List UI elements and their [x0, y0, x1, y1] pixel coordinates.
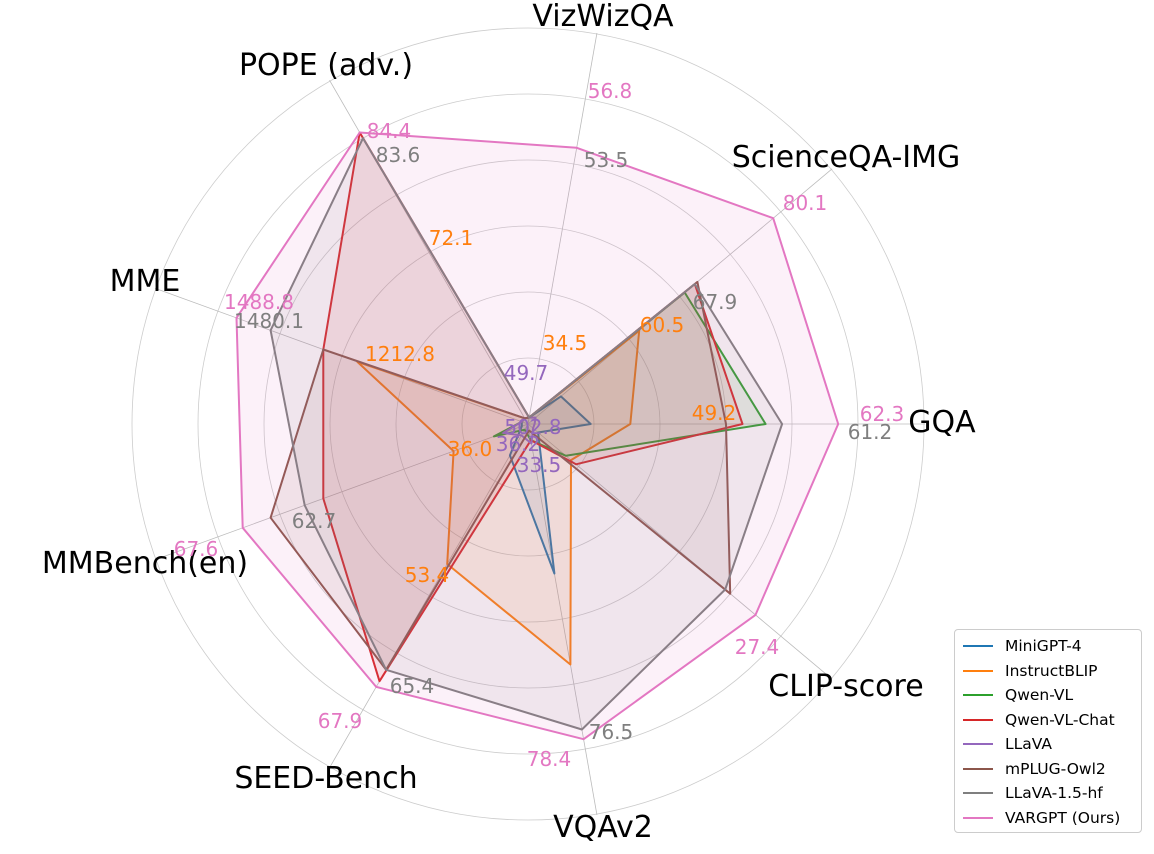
axis-label-scienceqa-img: ScienceQA-IMG	[732, 140, 961, 175]
legend-swatch	[963, 694, 993, 697]
value-label: 62.7	[292, 509, 337, 533]
value-label: 65.4	[390, 674, 435, 698]
value-label: 1488.8	[224, 290, 294, 314]
axis-label-mmbench-en: MMBench(en)	[42, 546, 248, 581]
legend-item: LLaVA-1.5-hf	[963, 781, 1133, 806]
radar-series	[235, 131, 840, 741]
axis-label-clip-score: CLIP-score	[768, 669, 923, 704]
legend-swatch	[963, 645, 993, 648]
value-label: 84.4	[367, 119, 412, 143]
axis-label-gqa: GQA	[908, 405, 976, 440]
legend-item: MiniGPT-4	[963, 634, 1133, 659]
legend-swatch	[963, 767, 993, 770]
legend-label: LLaVA-1.5-hf	[1005, 784, 1103, 803]
axis-label-seed-bench: SEED-Bench	[234, 761, 417, 796]
value-label: 72.1	[429, 226, 474, 250]
chart-legend: MiniGPT-4 InstructBLIP Qwen-VL Qwen-VL-Chat…	[954, 629, 1142, 833]
radar-axis-labels: GQA VizWizQA POPE (adv.) MME MMBench(en) SEED…	[42, 0, 976, 845]
value-label: 76.5	[589, 720, 634, 744]
legend-item: mPLUG-Owl2	[963, 757, 1133, 782]
value-label: 61.2	[848, 420, 893, 444]
legend-label: LLaVA	[1005, 735, 1052, 754]
value-label: 49.7	[504, 361, 549, 385]
value-label: 53.5	[584, 148, 629, 172]
radar-value-labels: 62.361.2 49.2 27.4 78.4 76.5 33.5 67.9 65.4 53.4…	[174, 79, 905, 771]
legend-swatch	[963, 669, 993, 672]
value-label: 62.3	[860, 402, 905, 426]
axis-label-mme: MME	[110, 264, 181, 299]
axis-spoke	[527, 32, 598, 425]
value-label: 78.4	[527, 747, 572, 771]
value-label: 67.9	[318, 709, 363, 733]
legend-label: InstructBLIP	[1005, 661, 1098, 680]
value-label: 34.5	[543, 331, 588, 355]
value-label: 53.4	[405, 563, 450, 587]
legend-item: VARGPT (Ours)	[963, 806, 1133, 831]
legend-label: VARGPT (Ours)	[1005, 808, 1121, 827]
legend-item: Qwen-VL	[963, 683, 1133, 708]
value-label: 83.6	[376, 143, 421, 167]
legend-swatch	[963, 718, 993, 721]
value-label: 502.8	[504, 415, 561, 439]
axis-spoke	[527, 423, 833, 680]
series-llava	[502, 416, 537, 445]
value-label: 56.8	[588, 79, 633, 103]
value-label: 67.9	[693, 290, 738, 314]
axis-label-pope-adv: POPE (adv.)	[239, 48, 413, 83]
axis-label-vqav2: VQAv2	[553, 810, 653, 845]
axis-spoke	[527, 423, 598, 816]
legend-swatch	[963, 816, 993, 819]
legend-label: Qwen-VL-Chat	[1005, 710, 1115, 729]
value-label: 36.2	[496, 432, 541, 456]
value-label: 33.5	[517, 453, 562, 477]
legend-label: Qwen-VL	[1005, 686, 1074, 705]
value-label: 1212.8	[365, 342, 435, 366]
axis-label-vizwizqa: VizWizQA	[532, 0, 674, 34]
value-label: 27.4	[735, 635, 780, 659]
legend-item: LLaVA	[963, 732, 1133, 757]
value-label: 67.6	[174, 537, 219, 561]
value-label: 60.5	[640, 313, 685, 337]
axis-spoke	[329, 423, 529, 769]
value-label: 80.1	[783, 191, 828, 215]
series-llava-1-5-hf	[269, 137, 784, 731]
axis-spoke	[154, 423, 529, 561]
value-label: 1480.1	[234, 309, 304, 333]
legend-swatch	[963, 743, 993, 746]
legend-item: Qwen-VL-Chat	[963, 708, 1133, 733]
legend-label: MiniGPT-4	[1005, 637, 1082, 656]
legend-label: mPLUG-Owl2	[1005, 759, 1106, 778]
legend-item: InstructBLIP	[963, 659, 1133, 684]
legend-swatch	[963, 792, 993, 795]
value-label: 36.0	[448, 437, 493, 461]
value-label: 49.2	[692, 401, 737, 425]
series-vargpt-ours	[235, 131, 840, 741]
